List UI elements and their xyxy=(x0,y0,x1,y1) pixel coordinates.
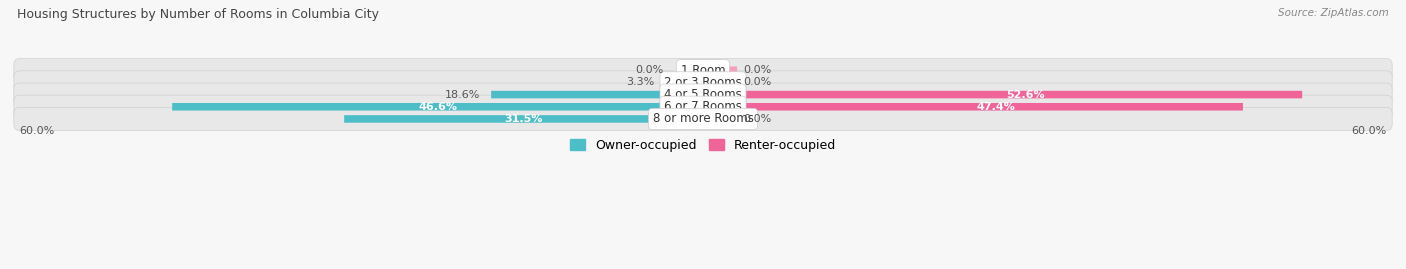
FancyBboxPatch shape xyxy=(14,59,1392,82)
FancyBboxPatch shape xyxy=(14,71,1392,94)
Text: 0.0%: 0.0% xyxy=(636,65,664,75)
FancyBboxPatch shape xyxy=(703,79,737,86)
Text: Housing Structures by Number of Rooms in Columbia City: Housing Structures by Number of Rooms in… xyxy=(17,8,378,21)
Text: 47.4%: 47.4% xyxy=(976,102,1015,112)
FancyBboxPatch shape xyxy=(14,107,1392,130)
Text: 3.3%: 3.3% xyxy=(626,77,654,87)
FancyBboxPatch shape xyxy=(703,66,737,74)
Text: Source: ZipAtlas.com: Source: ZipAtlas.com xyxy=(1278,8,1389,18)
Legend: Owner-occupied, Renter-occupied: Owner-occupied, Renter-occupied xyxy=(569,139,837,152)
FancyBboxPatch shape xyxy=(703,91,1302,98)
Text: 46.6%: 46.6% xyxy=(418,102,457,112)
Text: 18.6%: 18.6% xyxy=(444,90,479,100)
Text: 52.6%: 52.6% xyxy=(1007,90,1045,100)
FancyBboxPatch shape xyxy=(344,115,703,123)
Text: 6 or 7 Rooms: 6 or 7 Rooms xyxy=(664,100,742,113)
FancyBboxPatch shape xyxy=(665,79,703,86)
FancyBboxPatch shape xyxy=(14,83,1392,106)
Text: 1 Room: 1 Room xyxy=(681,64,725,77)
Text: 8 or more Rooms: 8 or more Rooms xyxy=(652,112,754,125)
FancyBboxPatch shape xyxy=(14,95,1392,118)
Text: 60.0%: 60.0% xyxy=(20,126,55,136)
FancyBboxPatch shape xyxy=(703,115,737,123)
FancyBboxPatch shape xyxy=(172,103,703,111)
Text: 2 or 3 Rooms: 2 or 3 Rooms xyxy=(664,76,742,89)
Text: 0.0%: 0.0% xyxy=(742,65,770,75)
FancyBboxPatch shape xyxy=(703,103,1243,111)
Text: 4 or 5 Rooms: 4 or 5 Rooms xyxy=(664,88,742,101)
Text: 31.5%: 31.5% xyxy=(505,114,543,124)
Text: 60.0%: 60.0% xyxy=(1351,126,1386,136)
FancyBboxPatch shape xyxy=(686,66,703,74)
FancyBboxPatch shape xyxy=(491,91,703,98)
Text: 0.0%: 0.0% xyxy=(742,77,770,87)
Text: 0.0%: 0.0% xyxy=(742,114,770,124)
